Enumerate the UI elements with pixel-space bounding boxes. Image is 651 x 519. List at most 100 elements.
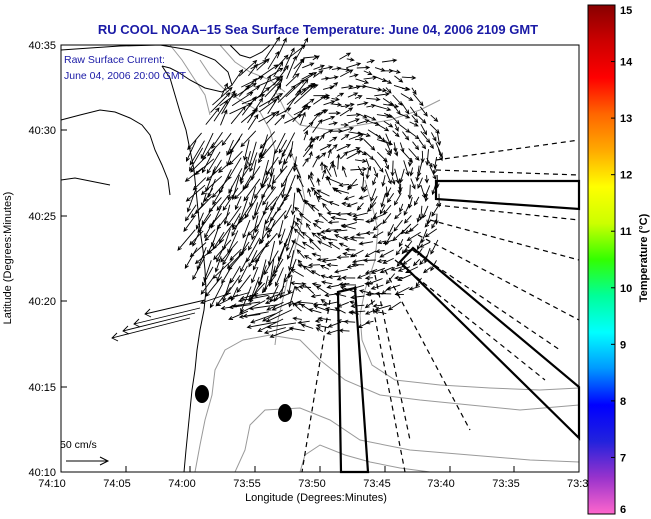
current-vector bbox=[405, 266, 419, 273]
current-vector bbox=[190, 156, 207, 173]
current-vector bbox=[226, 205, 242, 227]
current-vector bbox=[346, 212, 356, 217]
current-vector bbox=[258, 230, 269, 245]
current-vector bbox=[201, 147, 216, 174]
colorbar-tick-label: 6 bbox=[620, 504, 626, 516]
current-vector bbox=[352, 212, 369, 218]
current-vector bbox=[267, 95, 280, 115]
current-vector bbox=[205, 107, 220, 125]
current-vector bbox=[274, 114, 286, 126]
current-vector bbox=[425, 149, 430, 166]
current-vector bbox=[291, 301, 302, 312]
current-vector bbox=[394, 292, 404, 297]
y-tick-label: 40:30 bbox=[28, 125, 56, 137]
current-vector bbox=[294, 206, 304, 216]
current-vector bbox=[319, 161, 325, 171]
current-vector bbox=[266, 220, 276, 239]
coastline bbox=[60, 44, 271, 473]
current-vector bbox=[379, 204, 386, 215]
current-vector bbox=[111, 317, 191, 342]
current-vector bbox=[307, 187, 312, 197]
current-vector bbox=[223, 204, 231, 226]
current-vector bbox=[364, 151, 375, 161]
land-stations bbox=[195, 385, 292, 422]
current-vector bbox=[226, 248, 247, 269]
current-vector bbox=[261, 309, 283, 322]
current-vector bbox=[383, 120, 394, 128]
colorbar: 15 14 13 12 11 10 9 8 7 6 Temperature (°C) bbox=[587, 4, 650, 516]
current-vector bbox=[185, 184, 206, 202]
current-vector bbox=[249, 186, 257, 208]
colorbar-tick-label: 15 bbox=[620, 5, 632, 17]
current-vector bbox=[323, 129, 334, 135]
current-vector bbox=[339, 52, 352, 60]
current-vector bbox=[313, 95, 327, 105]
current-vector bbox=[376, 240, 386, 245]
current-vector bbox=[331, 66, 342, 71]
current-vector bbox=[251, 266, 259, 284]
current-vector bbox=[381, 175, 386, 188]
current-vector bbox=[258, 148, 267, 164]
current-vector bbox=[310, 293, 321, 299]
current-vector bbox=[437, 148, 444, 162]
current-vector bbox=[385, 148, 392, 157]
radar-beam bbox=[384, 269, 471, 431]
current-vector bbox=[234, 183, 250, 200]
current-vector bbox=[220, 241, 239, 263]
current-vector bbox=[186, 188, 197, 213]
current-vector bbox=[273, 61, 284, 78]
current-vector bbox=[289, 281, 303, 286]
current-vector bbox=[295, 78, 309, 96]
current-vector bbox=[412, 141, 420, 151]
current-vector bbox=[372, 222, 383, 231]
colorbar-gradient bbox=[587, 4, 616, 515]
current-vector bbox=[341, 275, 356, 281]
x-axis-label: Longitude (Degrees:Minutes) bbox=[245, 492, 387, 504]
colorbar-tick-label: 13 bbox=[620, 113, 632, 125]
current-vector bbox=[302, 62, 315, 69]
current-vector bbox=[250, 97, 264, 117]
current-vector bbox=[398, 183, 403, 192]
y-tick-label: 40:35 bbox=[28, 40, 56, 52]
current-vector bbox=[248, 63, 258, 77]
current-vector bbox=[251, 246, 266, 264]
current-vector bbox=[383, 158, 390, 170]
current-vector bbox=[370, 284, 384, 290]
current-vector bbox=[320, 274, 329, 279]
current-vector bbox=[308, 238, 322, 251]
current-vector bbox=[339, 107, 354, 117]
current-vector bbox=[323, 164, 332, 177]
current-vector bbox=[285, 72, 300, 87]
current-vector bbox=[296, 174, 304, 188]
current-vector bbox=[200, 175, 223, 196]
current-vector bbox=[390, 160, 395, 177]
current-vector bbox=[436, 193, 442, 208]
current-vector bbox=[231, 301, 261, 308]
contour-line bbox=[274, 89, 441, 131]
current-vector bbox=[189, 140, 205, 166]
current-vector bbox=[246, 321, 278, 329]
current-vector bbox=[201, 266, 214, 287]
current-vector bbox=[321, 258, 337, 263]
current-vector bbox=[348, 310, 366, 315]
current-vector bbox=[303, 199, 315, 212]
current-vector bbox=[316, 177, 321, 186]
current-vector bbox=[278, 149, 286, 166]
current-vector bbox=[302, 121, 314, 132]
current-vector bbox=[334, 307, 346, 314]
current-vector bbox=[346, 62, 362, 69]
x-axis bbox=[60, 466, 580, 472]
current-vector bbox=[415, 165, 420, 182]
current-vector bbox=[262, 186, 277, 206]
current-vector bbox=[417, 115, 427, 124]
current-vector bbox=[243, 178, 261, 202]
current-vector bbox=[372, 303, 383, 308]
current-vector bbox=[329, 136, 338, 142]
x-tick-label: 73:40 bbox=[427, 478, 455, 490]
current-vector bbox=[326, 262, 338, 268]
current-vector bbox=[204, 219, 215, 239]
current-vector bbox=[324, 292, 341, 298]
radar-beams bbox=[301, 139, 580, 473]
current-vector bbox=[424, 220, 431, 228]
current-vector bbox=[433, 156, 438, 169]
